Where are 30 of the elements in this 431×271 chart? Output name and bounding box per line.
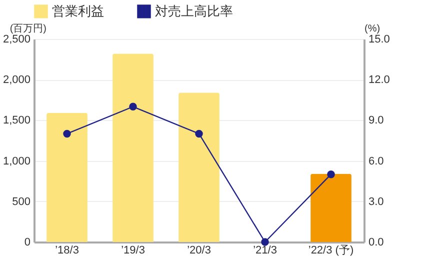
x-tick-label: ’20/3 (187, 244, 211, 256)
y-tick-label: 0 (24, 236, 30, 248)
bar (46, 112, 88, 242)
y-axis-title: (百万円) (10, 24, 46, 34)
point (195, 130, 203, 138)
point (63, 130, 71, 138)
point (129, 102, 137, 111)
point (327, 170, 335, 178)
x-tick-label: ’21/3 (253, 244, 277, 256)
bar (310, 174, 352, 242)
y2-tick-label: 6.0 (368, 155, 384, 168)
y-tick-label: 2,000 (2, 74, 30, 86)
y-tick-label: 1,500 (2, 114, 30, 127)
x-tick-label: ’22/3 (予) (308, 244, 354, 256)
legend-label: 対売上高比率 (155, 3, 233, 18)
bar (178, 92, 220, 242)
point (261, 238, 269, 246)
legend-label: 営業利益 (52, 3, 104, 18)
y2-axis-title: (%) (364, 24, 380, 34)
y2-tick-label: 12.0 (368, 74, 390, 86)
y-tick-label: 500 (12, 196, 30, 208)
y2-tick-label: 9.0 (368, 114, 384, 127)
y2-tick-label: 3.0 (368, 196, 384, 208)
y2-tick-label: 15.0 (368, 34, 390, 46)
x-tick-label: ’19/3 (121, 244, 145, 256)
y-tick-label: 1,000 (2, 155, 30, 168)
y-tick-label: 2,500 (2, 34, 30, 46)
y2-tick-label: 0.0 (368, 236, 384, 248)
bar (112, 54, 154, 242)
x-tick-label: ’18/3 (55, 244, 79, 256)
